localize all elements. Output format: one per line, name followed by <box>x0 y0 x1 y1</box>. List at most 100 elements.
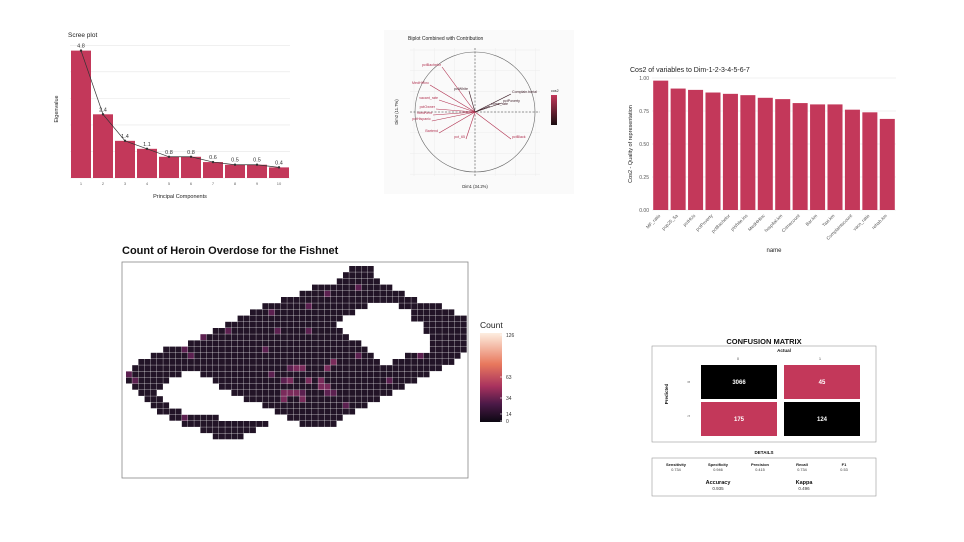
heatmap-cell <box>442 346 449 353</box>
heatmap-cell <box>231 383 238 390</box>
heatmap-cell <box>250 421 256 427</box>
heatmap-cell <box>361 359 368 365</box>
heatmap-cell <box>250 371 256 378</box>
heatmap-cell <box>250 346 256 353</box>
heatmap-cell <box>200 340 207 347</box>
heatmap-cell <box>355 303 362 310</box>
heatmap-cell <box>262 390 269 396</box>
heatmap-cell <box>411 352 418 359</box>
heatmap-cell <box>169 346 176 353</box>
heatmap-cell <box>318 396 325 403</box>
heatmap-cell <box>274 371 281 378</box>
heatmap-cell <box>392 377 399 384</box>
heatmap-cell <box>411 309 418 316</box>
series-point <box>211 160 215 164</box>
heatmap-cell <box>262 334 269 341</box>
heatmap-cell <box>268 328 275 334</box>
heatmap-cell <box>231 421 238 427</box>
heatmap-cell <box>250 427 256 434</box>
heatmap-cell <box>367 272 374 279</box>
heatmap-cell <box>231 334 238 341</box>
metric-name: Specificity <box>708 462 729 467</box>
bar <box>93 114 113 178</box>
heatmap-cell <box>336 396 343 403</box>
heatmap-cell <box>330 371 337 378</box>
heatmap-cell <box>243 346 250 353</box>
heatmap-cell <box>423 309 430 316</box>
heatmap-cell <box>157 377 163 384</box>
heatmap-cell <box>343 334 349 341</box>
heatmap-cell <box>324 377 331 384</box>
heatmap-cell <box>367 266 374 272</box>
heatmap-cell <box>256 334 263 341</box>
x-tick-label: MF_ratio <box>645 213 662 230</box>
details-frame <box>651 457 877 497</box>
heatmap-cell <box>305 383 312 390</box>
legend-colorbar <box>480 333 502 422</box>
heatmap-cell <box>237 328 244 334</box>
heatmap-cell <box>268 315 275 322</box>
chart-title: Cos2 of variables to Dim-1-2-3-4-5-6-7 <box>630 67 750 74</box>
heatmap-cell <box>250 340 256 347</box>
heatmap-cell <box>274 315 281 322</box>
heatmap-cell <box>312 414 318 421</box>
heatmap-cell <box>312 383 318 390</box>
heatmap-cell <box>318 321 325 328</box>
vector-arrow <box>438 99 476 113</box>
heatmap-cell <box>361 396 368 403</box>
vector-label: Bartend <box>425 129 438 133</box>
heatmap-cell <box>188 340 194 347</box>
heatmap-cell <box>144 390 151 396</box>
map-hole <box>361 309 387 335</box>
matrix-cell-value: 124 <box>817 417 828 423</box>
heatmap-cell <box>429 340 436 347</box>
heatmap-cell <box>349 365 356 372</box>
heatmap-cell <box>305 321 312 328</box>
heatmap-cell <box>423 315 430 322</box>
matrix-cell <box>784 365 860 399</box>
heatmap-cell <box>460 315 467 322</box>
heatmap-cell <box>442 328 449 334</box>
heatmap-cell <box>361 352 368 359</box>
heatmap-cell <box>150 371 157 378</box>
chart-title: Scree plot <box>68 32 97 39</box>
heatmap-cell <box>324 396 331 403</box>
bar <box>810 104 826 210</box>
heatmap-cell <box>206 371 213 378</box>
heatmap-cell <box>336 328 343 334</box>
heatmap-cell <box>318 359 325 365</box>
heatmap-cell <box>355 272 362 279</box>
vector-label: pctOwner <box>420 105 436 109</box>
heatmap-cell <box>305 309 312 316</box>
heatmap-cell <box>374 396 380 403</box>
heatmap-cell <box>299 383 306 390</box>
heatmap-cell <box>324 284 331 291</box>
heatmap-cell <box>367 365 374 372</box>
heatmap-cell <box>361 365 368 372</box>
heatmap-cell <box>305 297 312 303</box>
heatmap-cell <box>237 315 244 322</box>
heatmap-cell <box>330 352 337 359</box>
heatmap-cell <box>324 365 331 372</box>
heatmap-cell <box>349 383 356 390</box>
bar <box>225 164 245 178</box>
vector-arrow <box>438 111 476 134</box>
heatmap-cell <box>281 309 287 316</box>
heatmap-cell <box>274 359 281 365</box>
heatmap-cell <box>380 297 387 303</box>
heatmap-cell <box>225 427 232 434</box>
matrix-frame <box>651 345 877 443</box>
heatmap-cell <box>324 352 331 359</box>
heatmap-cell <box>336 297 343 303</box>
heatmap-cell <box>243 383 250 390</box>
bar <box>670 88 686 210</box>
heatmap-cell <box>330 396 337 403</box>
heatmap-cell <box>392 297 399 303</box>
heatmap-cell <box>299 371 306 378</box>
heatmap-cell <box>349 284 356 291</box>
heatmap-cell <box>448 340 455 347</box>
heatmap-cell <box>262 346 269 353</box>
heatmap-cell <box>293 297 300 303</box>
heatmap-cell <box>448 359 455 365</box>
heatmap-cell <box>293 321 300 328</box>
